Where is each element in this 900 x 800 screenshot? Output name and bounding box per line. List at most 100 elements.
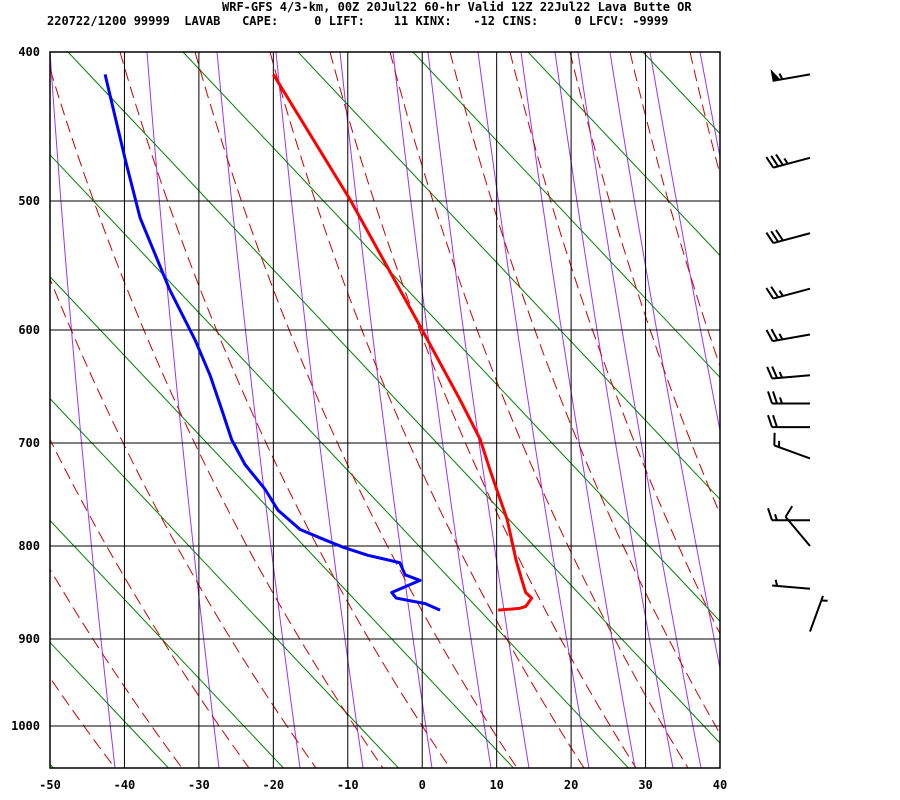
- barb-full: [775, 153, 784, 166]
- x-tick-label: -20: [262, 778, 284, 792]
- barb-full: [767, 507, 773, 521]
- moist-adiabat-line: [269, 52, 585, 768]
- y-tick-label: 700: [18, 436, 40, 450]
- moist-adiabat-line: [50, 568, 183, 768]
- x-tick-label: 0: [419, 778, 426, 792]
- barb-half: [774, 579, 779, 587]
- chart-title: WRF-GFS 4/3-km, 00Z 20Jul22 60-hr Valid …: [222, 0, 692, 14]
- moist-adiabat-line: [329, 52, 637, 768]
- purple-reference-line: [554, 52, 674, 768]
- barb-full: [765, 231, 775, 244]
- barb-full: [770, 155, 779, 167]
- barb-staff: [784, 516, 811, 547]
- green-reference-line: [412, 52, 720, 379]
- barb-full: [772, 414, 778, 428]
- moist-adiabat-line: [194, 52, 518, 768]
- barb-full: [770, 328, 779, 341]
- barb-full: [770, 230, 779, 243]
- barb-staff: [773, 232, 811, 245]
- green-reference-line: [182, 52, 720, 622]
- purple-reference-line: [577, 52, 702, 768]
- barb-staff: [772, 333, 811, 343]
- sounding-stats: 220722/1200 99999 LAVAB CAPE: 0 LIFT: 11…: [47, 14, 669, 28]
- purple-reference-line: [50, 52, 116, 768]
- purple-reference-line: [146, 52, 220, 768]
- x-tick-label: -50: [39, 778, 61, 792]
- barb-full: [784, 505, 794, 518]
- barb-half: [778, 333, 784, 340]
- x-tick-label: 20: [564, 778, 578, 792]
- barb-full: [775, 229, 784, 242]
- barb-full: [765, 329, 774, 342]
- wind-barb: [773, 432, 811, 460]
- wind-barb: [767, 414, 810, 429]
- wind-barb: [765, 286, 811, 300]
- green-reference-line: [297, 52, 720, 501]
- purple-reference-line: [520, 52, 636, 768]
- barb-half: [779, 397, 783, 404]
- green-reference-line: [50, 641, 169, 768]
- x-tick-label: 40: [713, 778, 727, 792]
- temperature-profile-line: [272, 73, 534, 612]
- moist-adiabat-line: [0, 52, 48, 768]
- wind-barb: [784, 505, 811, 547]
- barb-staff: [772, 374, 811, 380]
- green-reference-line: [50, 397, 399, 768]
- barb-half: [778, 73, 784, 80]
- purple-reference-line: [649, 52, 720, 433]
- x-tick-label: -30: [188, 778, 210, 792]
- y-tick-label: 500: [18, 194, 40, 208]
- barb-staff: [773, 156, 811, 169]
- moist-adiabat-line: [449, 52, 720, 735]
- barb-full: [765, 156, 775, 169]
- barb-full: [772, 391, 778, 404]
- wind-barb: [765, 229, 811, 245]
- barb-staff: [809, 595, 824, 632]
- purple-reference-line: [427, 52, 530, 768]
- green-reference-line: [50, 519, 284, 768]
- moist-adiabat-line: [50, 438, 250, 768]
- barb-full: [766, 366, 774, 379]
- wind-barb: [772, 579, 811, 590]
- wind-barb: [770, 69, 811, 82]
- barb-half: [778, 290, 784, 297]
- purple-reference-line: [216, 52, 301, 768]
- plot-frame: [49, 51, 721, 769]
- moist-adiabat-line: [119, 52, 451, 768]
- barb-staff: [773, 287, 811, 300]
- y-tick-label: 600: [18, 323, 40, 337]
- moist-adiabat-line: [389, 52, 689, 768]
- wind-barb: [765, 153, 811, 169]
- wind-barb: [809, 595, 828, 632]
- moist-adiabat-line: [629, 52, 720, 368]
- x-tick-label: -40: [114, 778, 136, 792]
- green-reference-line: [67, 52, 720, 744]
- x-tick-label: 10: [489, 778, 503, 792]
- green-reference-line: [642, 52, 720, 135]
- wind-barb: [767, 391, 810, 405]
- wind-barb: [766, 366, 811, 380]
- x-tick-label: -10: [337, 778, 359, 792]
- y-tick-label: 1000: [11, 719, 40, 733]
- barb-staff: [772, 73, 811, 82]
- y-tick-label: 400: [18, 45, 40, 59]
- moist-adiabat-line: [50, 277, 317, 768]
- moist-adiabat-line: [50, 66, 384, 768]
- green-reference-line: [527, 52, 720, 257]
- barb-full: [765, 287, 775, 300]
- barb-pennant: [770, 69, 781, 81]
- y-tick-label: 800: [18, 539, 40, 553]
- moist-adiabat-line: [569, 52, 720, 516]
- purple-reference-line: [392, 52, 492, 768]
- wind-barb: [767, 507, 810, 522]
- moist-adiabat-line: [509, 52, 720, 635]
- barb-full: [767, 391, 773, 404]
- barb-half: [783, 157, 789, 165]
- wind-barb: [765, 328, 811, 343]
- barb-full: [767, 414, 773, 428]
- green-reference-line: [50, 154, 629, 768]
- barb-staff: [773, 444, 811, 460]
- green-reference-line: [50, 763, 54, 768]
